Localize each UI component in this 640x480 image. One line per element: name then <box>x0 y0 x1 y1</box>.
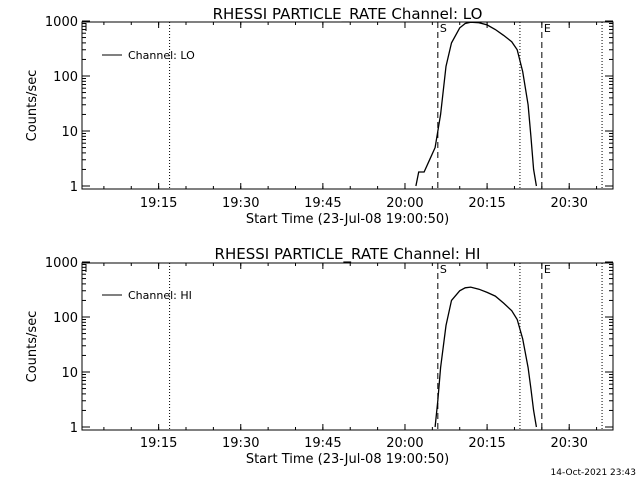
x-tick-label: 20:15 <box>468 196 505 211</box>
y-axis-label: Counts/sec <box>25 311 40 383</box>
marker-label-s: S <box>440 22 447 35</box>
y-tick-label: 100 <box>53 70 78 85</box>
plot-frame <box>81 21 614 190</box>
y-tick-label: 10 <box>61 125 78 140</box>
marker-label-e: E <box>544 22 551 35</box>
x-tick-label: 20:30 <box>550 436 587 451</box>
legend-label: Channel: HI <box>128 289 192 302</box>
x-tick-label: 20:15 <box>468 436 505 451</box>
x-tick-label: 20:30 <box>550 196 587 211</box>
y-tick-label: 1000 <box>45 15 78 30</box>
plot-frame <box>81 262 614 431</box>
legend-label: Channel: LO <box>128 49 195 62</box>
series-line <box>434 286 538 428</box>
chart-title: RHESSI PARTICLE_RATE Channel: HI <box>215 245 481 264</box>
x-tick-label: 19:45 <box>304 436 341 451</box>
chart-title: RHESSI PARTICLE_RATE Channel: LO <box>213 5 483 24</box>
y-tick-label: 1 <box>70 421 78 436</box>
series-line <box>415 21 538 187</box>
timestamp: 14-Oct-2021 23:43 <box>550 468 636 478</box>
y-tick-label: 100 <box>53 311 78 326</box>
x-tick-label: 20:00 <box>386 436 423 451</box>
x-tick-label: 19:45 <box>304 196 341 211</box>
y-axis-label: Counts/sec <box>25 70 40 142</box>
x-axis-label: Start Time (23-Jul-08 19:00:50) <box>246 212 449 227</box>
x-tick-label: 19:15 <box>140 436 177 451</box>
y-tick-label: 1 <box>70 180 78 195</box>
x-tick-label: 19:30 <box>222 436 259 451</box>
x-tick-label: 19:15 <box>140 196 177 211</box>
y-tick-label: 1000 <box>45 256 78 271</box>
marker-label-e: E <box>544 263 551 276</box>
x-tick-label: 20:00 <box>386 196 423 211</box>
y-tick-label: 10 <box>61 366 78 381</box>
x-axis-label: Start Time (23-Jul-08 19:00:50) <box>246 452 449 467</box>
x-tick-label: 19:30 <box>222 196 259 211</box>
marker-label-s: S <box>440 263 447 276</box>
